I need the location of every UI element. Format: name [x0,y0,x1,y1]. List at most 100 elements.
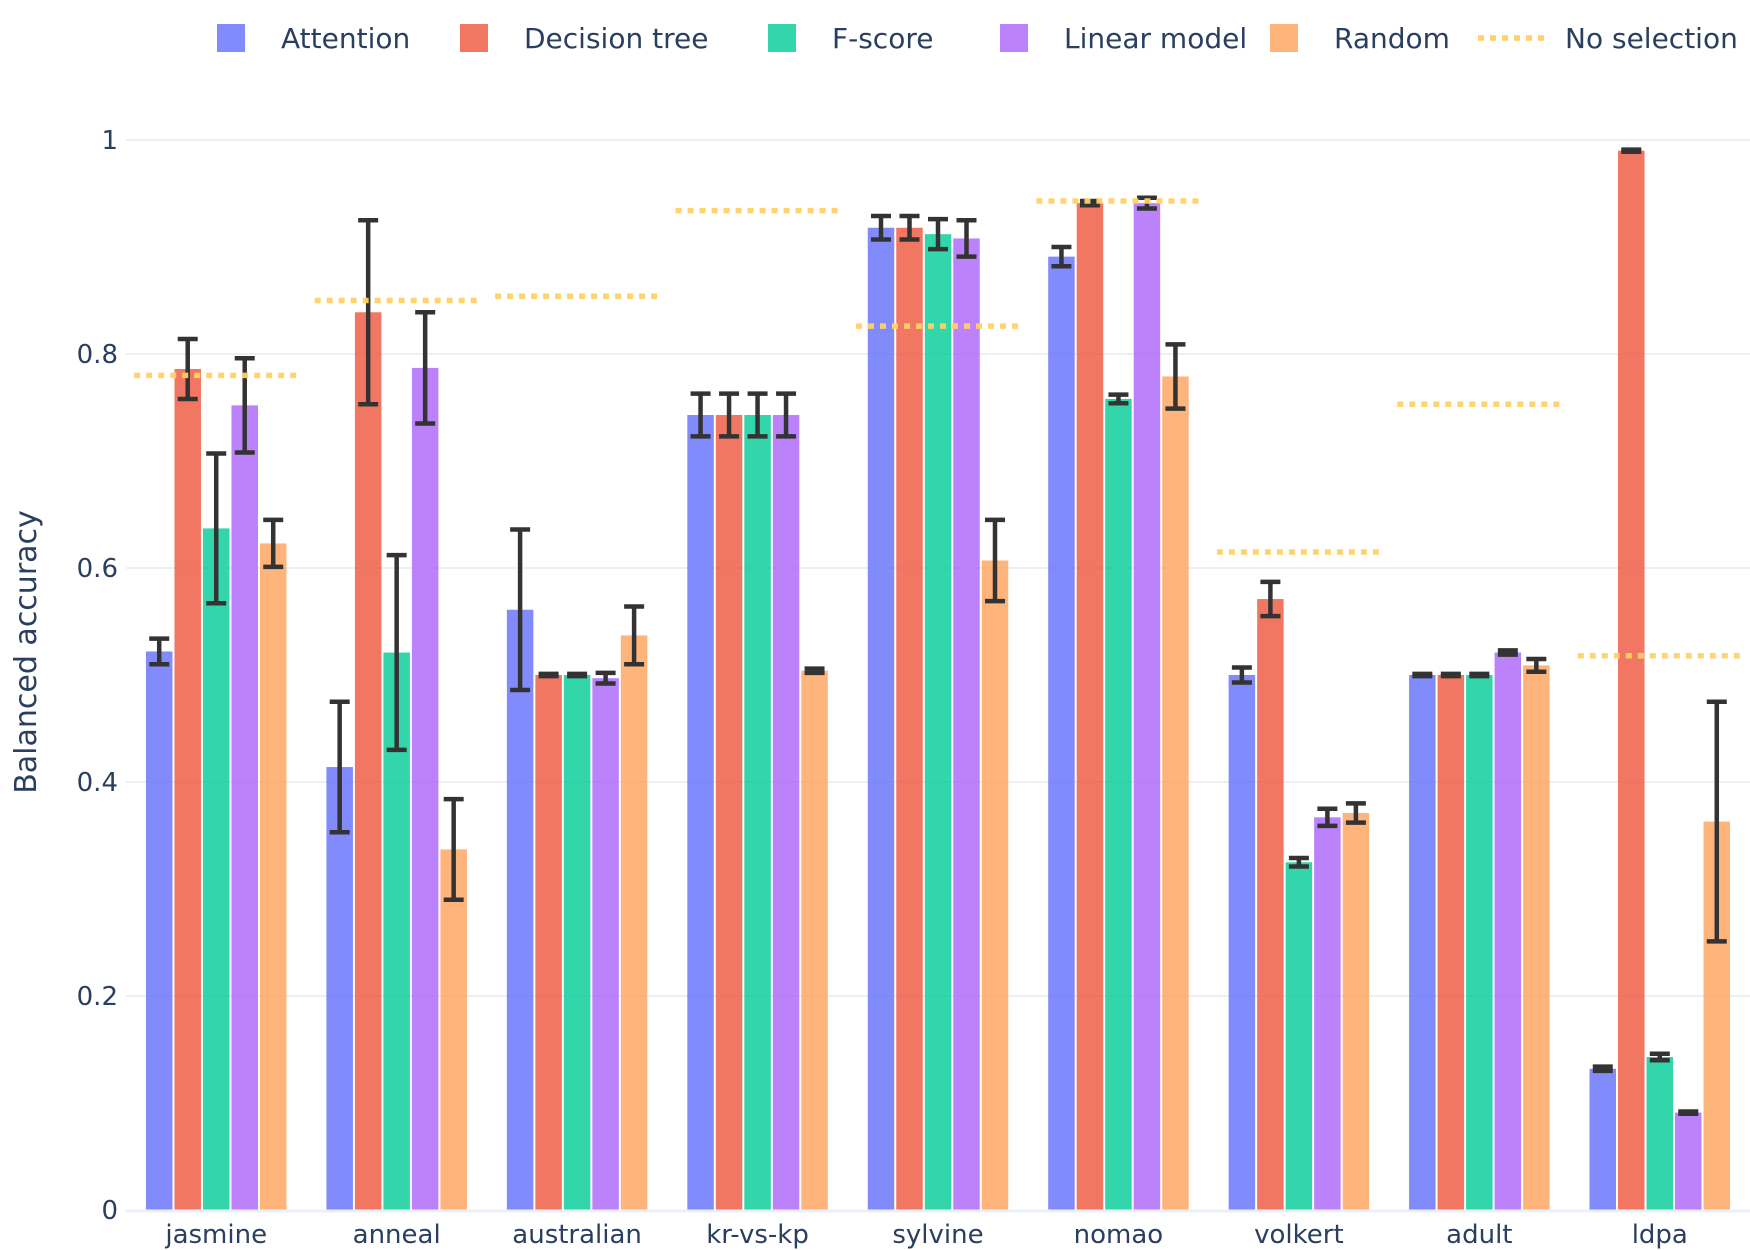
error-bar [1288,855,1309,869]
bar [896,227,923,1211]
x-tick-label: kr-vs-kp [706,1220,809,1250]
error-bar [329,699,350,835]
legend: Attention Decision tree F-score Linear mode… [217,22,1738,55]
legend-label: Random [1334,22,1450,55]
error-bar [1621,147,1642,155]
error-bar [1649,1051,1670,1063]
bar [354,312,382,1210]
error-bar [747,391,768,439]
error-bar [1165,342,1186,411]
y-tick-label: 1 [101,126,118,156]
error-bar [538,671,559,679]
error-bar [415,310,436,426]
error-bar [1051,244,1072,269]
bar [981,560,1009,1210]
error-bars [149,147,1727,1116]
bar [801,670,828,1210]
bar [259,543,287,1210]
legend-swatch [1270,24,1298,52]
error-bar [1497,648,1518,657]
x-tick-label: ldpa [1632,1220,1688,1250]
bar [326,767,353,1210]
y-tick-label: 0.8 [77,340,118,370]
bar [535,675,562,1210]
bar [592,678,619,1210]
bar [867,227,895,1211]
bar [620,635,648,1210]
bar [1589,1068,1617,1210]
bar [1133,203,1161,1210]
error-bar [443,796,464,902]
error-bar [177,336,198,402]
error-bar [1440,671,1461,679]
bar [411,367,439,1210]
error-bar [1260,579,1281,619]
error-bar [1345,801,1366,825]
x-tick-label: sylvine [892,1220,983,1250]
error-bar [263,517,284,570]
x-tick-label: adult [1446,1220,1512,1250]
x-tick-label: anneal [353,1220,441,1250]
bar [506,609,534,1210]
bar [1618,150,1645,1211]
bar [1675,1112,1702,1210]
bar [1314,817,1341,1210]
legend-swatch [768,24,796,52]
reference-lines [134,198,1742,659]
bar [1342,813,1370,1210]
bar [1409,675,1436,1210]
y-axis-title: Balanced accuracy [9,510,44,794]
legend-label: F-score [832,22,933,55]
bar [1437,675,1465,1210]
bar [231,405,258,1210]
legend-label: Attention [281,22,410,55]
error-bar [985,517,1005,604]
bar [145,651,173,1210]
bar [744,414,771,1210]
error-bar [1317,806,1338,829]
bar [1646,1056,1674,1210]
bar [1228,675,1256,1210]
error-bar [776,391,797,439]
x-tick-label: australian [512,1220,642,1250]
bar [687,414,714,1210]
y-tick-label: 0.6 [77,554,118,584]
bar [772,414,800,1210]
error-bar [1592,1064,1613,1074]
y-tick-label: 0.4 [77,768,118,798]
error-bar [595,670,616,686]
y-tick-label: 0 [101,1196,118,1226]
x-tick-label: volkert [1254,1220,1344,1250]
legend-swatch [460,24,488,52]
bars [145,150,1731,1211]
legend-label: No selection [1565,22,1738,55]
error-bar [1526,656,1547,675]
bar [1105,398,1132,1210]
bar [174,368,201,1211]
bar [202,528,230,1210]
bar [440,849,467,1210]
error-bar [1706,699,1727,944]
bar [1257,599,1284,1210]
bar [1048,256,1075,1210]
legend-swatch [1000,24,1028,52]
bar [1076,203,1104,1210]
bar [1285,862,1313,1210]
error-bar [1108,392,1129,406]
axes: 0 0.2 0.4 0.6 0.8 1 jasmine anneal australian kr-… [77,126,1750,1250]
error-bar [149,636,170,667]
bar [1466,675,1493,1210]
error-bar [1469,671,1490,679]
error-bar [871,213,891,242]
bar [715,414,743,1210]
error-bar [1412,671,1433,679]
error-bar [1231,665,1252,685]
error-bar [358,218,379,407]
error-bar [956,218,977,259]
bar [1162,376,1189,1211]
error-bar [804,666,825,676]
error-bar [719,391,740,439]
error-bar [206,451,227,606]
error-bar [928,216,948,252]
